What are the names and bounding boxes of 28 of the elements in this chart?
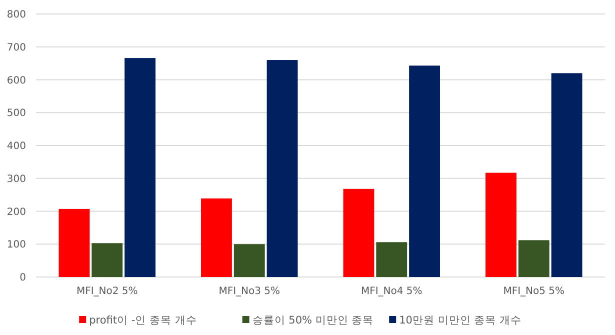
y-tick-label: 600 — [6, 75, 26, 86]
bar — [343, 188, 374, 277]
x-tick-label: MFI_No2 5% — [76, 286, 138, 297]
bar — [201, 198, 232, 277]
y-tick-label: 500 — [6, 108, 26, 120]
bar — [409, 66, 440, 277]
y-tick-label: 400 — [6, 141, 26, 152]
y-tick-label: 800 — [6, 10, 26, 20]
x-tick-label: MFI_No4 5% — [360, 286, 422, 297]
bar — [518, 240, 550, 277]
y-tick-label: 200 — [6, 206, 26, 218]
legend-label: 승률이 50% 미만인 종목 — [252, 314, 374, 327]
x-tick-label: MFI_No3 5% — [218, 286, 280, 297]
bar — [266, 60, 298, 277]
bar — [234, 244, 265, 277]
legend-label: profit이 -인 종목 개수 — [89, 314, 197, 327]
bar — [486, 172, 516, 277]
bar — [124, 58, 156, 277]
y-tick-label: 0 — [20, 272, 26, 284]
bar — [376, 242, 408, 277]
legend-label: 10만원 미만인 종목 개수 — [399, 314, 522, 327]
y-tick-label: 700 — [6, 42, 26, 54]
bar — [551, 73, 582, 277]
y-tick-label: 300 — [6, 174, 26, 185]
bar — [58, 208, 90, 277]
bar — [92, 243, 123, 277]
y-tick-label: 100 — [6, 240, 26, 251]
x-tick-label: MFI_No5 5% — [503, 286, 565, 297]
